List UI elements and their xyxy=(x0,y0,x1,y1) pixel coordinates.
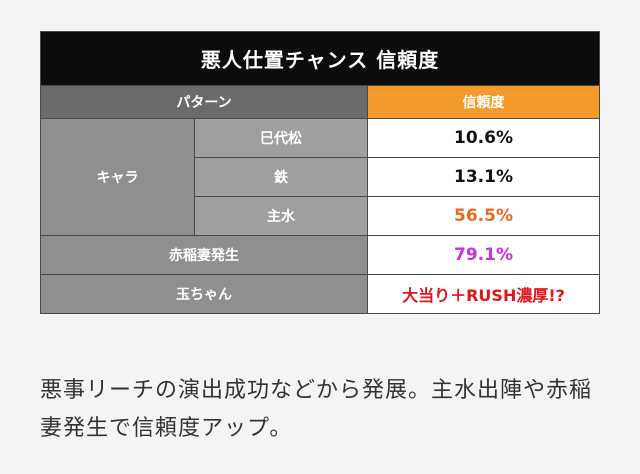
table-title: 悪人仕置チャンス 信頼度 xyxy=(39,31,601,86)
reliability-table-container: 悪人仕置チャンス 信頼度 パターン 信頼度 キャラ 巳代松 10.6% 鉄 13… xyxy=(39,31,601,314)
table-row: 鉄 13.1% xyxy=(41,157,601,197)
table-row: 玉ちゃん 大当り＋RUSH濃厚!? xyxy=(40,274,601,314)
table-row: 主水 56.5% xyxy=(41,196,601,236)
table-row: 赤稲妻発生 79.1% xyxy=(40,235,601,275)
row-value-miyomatsu: 10.6% xyxy=(366,118,601,158)
row-label-akainazuma: 赤稲妻発生 xyxy=(40,235,368,275)
row-label-tetsu: 鉄 xyxy=(194,157,368,197)
pattern-header: パターン xyxy=(40,85,368,119)
row-label-miyomatsu: 巳代松 xyxy=(194,118,368,158)
description-text: 悪事リーチの演出成功などから発展。主水出陣や赤稲妻発生で信頼度アップ。 xyxy=(40,378,593,441)
row-label-tamachan: 玉ちゃん xyxy=(40,274,368,314)
reliability-header: 信頼度 xyxy=(366,85,601,119)
row-value-akainazuma: 79.1% xyxy=(366,235,601,275)
table-row: キャラ 巳代松 10.6% xyxy=(40,118,601,236)
row-value-tamachan: 大当り＋RUSH濃厚!? xyxy=(366,274,601,314)
row-label-mondo: 主水 xyxy=(194,196,368,236)
row-value-tetsu: 13.1% xyxy=(366,157,601,197)
reliability-table: 悪人仕置チャンス 信頼度 パターン 信頼度 キャラ 巳代松 10.6% 鉄 13… xyxy=(39,31,601,314)
row-value-mondo: 56.5% xyxy=(366,196,601,236)
chara-group-label: キャラ xyxy=(40,118,195,236)
